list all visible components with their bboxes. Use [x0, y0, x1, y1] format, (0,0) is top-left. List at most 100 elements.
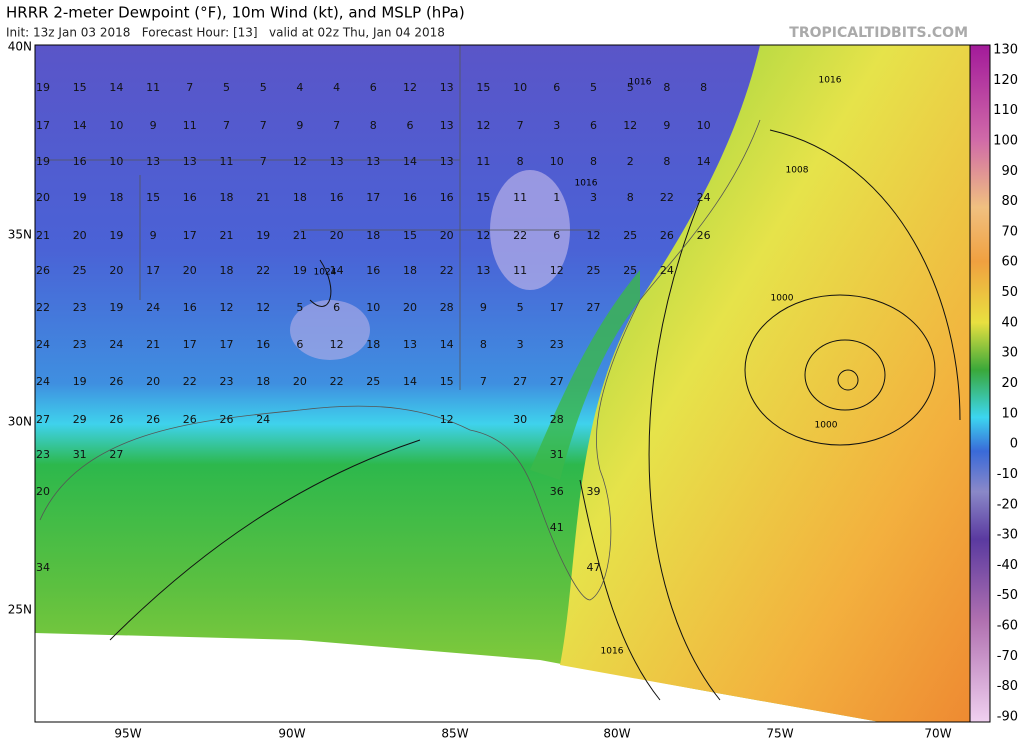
- station-dewpoint: 22: [330, 375, 344, 388]
- station-dewpoint: 39: [587, 485, 601, 498]
- station-dewpoint: 18: [366, 338, 380, 351]
- station-dewpoint: 16: [330, 191, 344, 204]
- station-dewpoint: 26: [146, 413, 160, 426]
- station-dewpoint: 18: [220, 264, 234, 277]
- latitude-label: 35N: [8, 228, 32, 242]
- colorbar-label: 90: [1001, 164, 1018, 179]
- station-dewpoint: 23: [220, 375, 234, 388]
- station-dewpoint: 18: [220, 191, 234, 204]
- station-dewpoint: 10: [697, 119, 711, 132]
- station-dewpoint: 41: [550, 521, 564, 534]
- station-dewpoint: 16: [183, 191, 197, 204]
- station-dewpoint: 12: [550, 264, 564, 277]
- colorbar-label: -10: [997, 467, 1018, 482]
- station-dewpoint: 27: [587, 301, 601, 314]
- station-dewpoint: 7: [260, 119, 267, 132]
- station-dewpoint: 8: [517, 155, 524, 168]
- station-dewpoint: 34: [36, 561, 50, 574]
- isobar-label: 1016: [629, 78, 652, 88]
- colorbar-label: 30: [1001, 346, 1018, 361]
- station-dewpoint: 15: [73, 81, 87, 94]
- watermark: TROPICALTIDBITS.COM: [789, 25, 968, 41]
- station-dewpoint: 8: [590, 155, 597, 168]
- colorbar-label: 0: [1010, 437, 1018, 452]
- station-dewpoint: 24: [36, 375, 50, 388]
- station-dewpoint: 19: [109, 229, 123, 242]
- station-dewpoint: 20: [109, 264, 123, 277]
- station-dewpoint: 26: [697, 229, 711, 242]
- dewpoint-warm-sector: [560, 45, 970, 722]
- station-dewpoint: 12: [476, 229, 490, 242]
- isobar-label: 1000: [815, 421, 838, 431]
- station-dewpoint: 18: [293, 191, 307, 204]
- station-dewpoint: 4: [296, 81, 303, 94]
- station-dewpoint: 47: [587, 561, 601, 574]
- station-dewpoint: 26: [109, 413, 123, 426]
- station-dewpoint: 19: [109, 301, 123, 314]
- colorbar-label: -80: [997, 679, 1018, 694]
- colorbar-label: 110: [993, 103, 1018, 118]
- station-dewpoint: 23: [550, 338, 564, 351]
- colorbar-label: 130: [993, 43, 1018, 58]
- station-dewpoint: 17: [36, 119, 50, 132]
- station-dewpoint: 8: [663, 155, 670, 168]
- station-dewpoint: 15: [476, 81, 490, 94]
- station-dewpoint: 13: [440, 81, 454, 94]
- station-dewpoint: 12: [256, 301, 270, 314]
- station-dewpoint: 10: [366, 301, 380, 314]
- station-dewpoint: 22: [513, 229, 527, 242]
- station-dewpoint: 8: [700, 81, 707, 94]
- longitude-label: 85W: [441, 727, 468, 741]
- station-dewpoint: 13: [366, 155, 380, 168]
- station-dewpoint: 15: [403, 229, 417, 242]
- station-dewpoint: 11: [513, 264, 527, 277]
- station-dewpoint: 16: [366, 264, 380, 277]
- map: [35, 45, 970, 722]
- station-dewpoint: 8: [663, 81, 670, 94]
- station-dewpoint: 26: [36, 264, 50, 277]
- station-dewpoint: 11: [476, 155, 490, 168]
- station-dewpoint: 6: [370, 81, 377, 94]
- station-dewpoint: 12: [476, 119, 490, 132]
- station-dewpoint: 16: [73, 155, 87, 168]
- station-dewpoint: 13: [403, 338, 417, 351]
- station-dewpoint: 3: [590, 191, 597, 204]
- station-dewpoint: 22: [256, 264, 270, 277]
- station-dewpoint: 8: [480, 338, 487, 351]
- colorbar-label: 50: [1001, 285, 1018, 300]
- station-dewpoint: 12: [587, 229, 601, 242]
- station-dewpoint: 5: [590, 81, 597, 94]
- station-dewpoint: 20: [440, 229, 454, 242]
- station-dewpoint: 21: [146, 338, 160, 351]
- longitude-label: 80W: [603, 727, 630, 741]
- colorbar-label: -20: [997, 497, 1018, 512]
- isobar-label: 1008: [786, 166, 809, 176]
- station-dewpoint: 23: [36, 448, 50, 461]
- station-dewpoint: 26: [183, 413, 197, 426]
- station-dewpoint: 10: [109, 119, 123, 132]
- colorbar: [969, 44, 991, 723]
- station-dewpoint: 9: [150, 229, 157, 242]
- station-dewpoint: 6: [296, 338, 303, 351]
- station-dewpoint: 17: [146, 264, 160, 277]
- station-dewpoint: 27: [513, 375, 527, 388]
- station-dewpoint: 7: [480, 375, 487, 388]
- colorbar-label: 70: [1001, 224, 1018, 239]
- latitude-label: 30N: [8, 415, 32, 429]
- station-dewpoint: 20: [403, 301, 417, 314]
- station-dewpoint: 5: [296, 301, 303, 314]
- station-dewpoint: 17: [550, 301, 564, 314]
- colorbar-label: -90: [997, 710, 1018, 725]
- longitude-label: 70W: [924, 727, 951, 741]
- station-dewpoint: 12: [440, 413, 454, 426]
- station-dewpoint: 36: [550, 485, 564, 498]
- station-dewpoint: 23: [73, 301, 87, 314]
- station-dewpoint: 14: [330, 264, 344, 277]
- station-dewpoint: 17: [220, 338, 234, 351]
- station-dewpoint: 6: [553, 229, 560, 242]
- latitude-label: 25N: [8, 603, 32, 617]
- station-dewpoint: 1: [553, 191, 560, 204]
- station-dewpoint: 30: [513, 413, 527, 426]
- isobar-label: 1024: [314, 268, 337, 278]
